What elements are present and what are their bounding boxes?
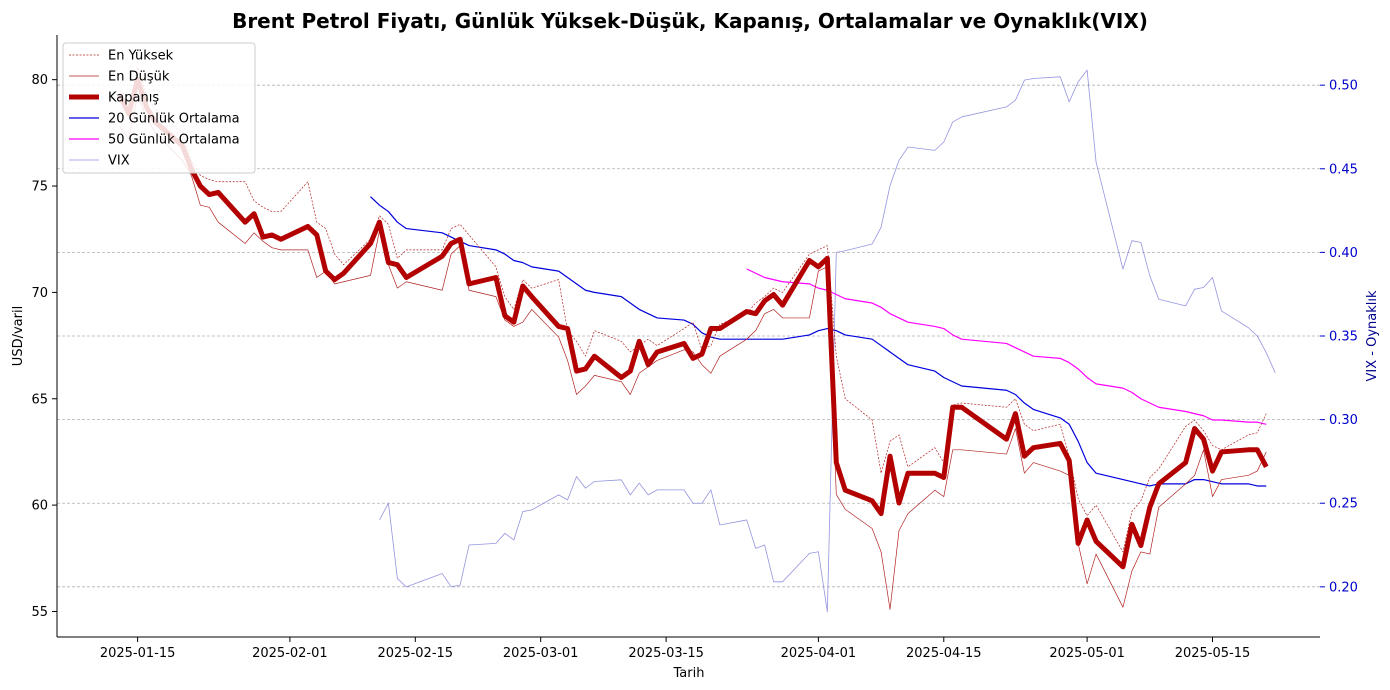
grid-lines: [57, 84, 1320, 588]
legend-label-ma50: 50 Günlük Ortalama: [108, 133, 240, 148]
plot-series: [117, 66, 1276, 613]
y-tick-label-4: 75: [31, 180, 48, 195]
chart-title: Brent Petrol Fiyatı, Günlük Yüksek-Düşük…: [232, 9, 1148, 33]
x-tick-label-0: 2025-01-15: [100, 646, 176, 661]
y-tick-label-1: 60: [31, 499, 48, 514]
x-tick-label-5: 2025-04-01: [781, 646, 857, 661]
x-tick-label-2: 2025-02-15: [378, 646, 454, 661]
legend-box: [62, 42, 256, 174]
y-right-tick-label-3: 0.35: [1329, 330, 1358, 345]
x-tick-label-4: 2025-03-15: [628, 646, 704, 661]
series-line-ma50: [746, 268, 1267, 425]
y-right-tick-label-1: 0.25: [1329, 497, 1358, 512]
y-right-tick-label-2: 0.30: [1329, 413, 1358, 428]
legend-label-vix: VIX: [108, 154, 130, 169]
legend-label-close: Kapanış: [108, 91, 159, 106]
x-tick-label-3: 2025-03-01: [503, 646, 579, 661]
x-tick-label-8: 2025-05-15: [1175, 646, 1251, 661]
x-tick-label-6: 2025-04-15: [906, 646, 982, 661]
y-right-tick-label-0: 0.20: [1329, 580, 1358, 595]
y-tick-label-3: 70: [31, 286, 48, 301]
legend: En Yüksek En Düşük Kapanış 20 Günlük Ortala…: [62, 42, 256, 174]
y-tick-label-2: 65: [31, 392, 48, 407]
y-axis-right-label: VIX - Oynaklık: [1365, 290, 1380, 381]
series-line-high: [119, 66, 1267, 553]
axes: 2025-01-15 2025-02-01 2025-02-15 2025-03-01…: [31, 35, 1358, 661]
legend-label-low: En Düşük: [108, 70, 170, 85]
y-axis-label: USD/varil: [11, 306, 26, 366]
y-tick-label-0: 55: [31, 605, 48, 620]
series-line-vix: [379, 69, 1276, 613]
y-right-tick-label-6: 0.50: [1329, 79, 1358, 94]
legend-label-ma20: 20 Günlük Ortalama: [108, 112, 240, 127]
x-tick-label-1: 2025-02-01: [252, 646, 328, 661]
x-tick-label-7: 2025-05-01: [1049, 646, 1125, 661]
y-right-tick-label-5: 0.45: [1329, 162, 1358, 177]
legend-label-high: En Yüksek: [108, 49, 174, 64]
y-tick-label-5: 80: [31, 73, 48, 88]
series-line-ma20: [370, 196, 1267, 487]
series-line-close: [117, 77, 1269, 570]
y-right-tick-label-4: 0.40: [1329, 246, 1358, 261]
x-axis-label: Tarih: [673, 666, 705, 681]
